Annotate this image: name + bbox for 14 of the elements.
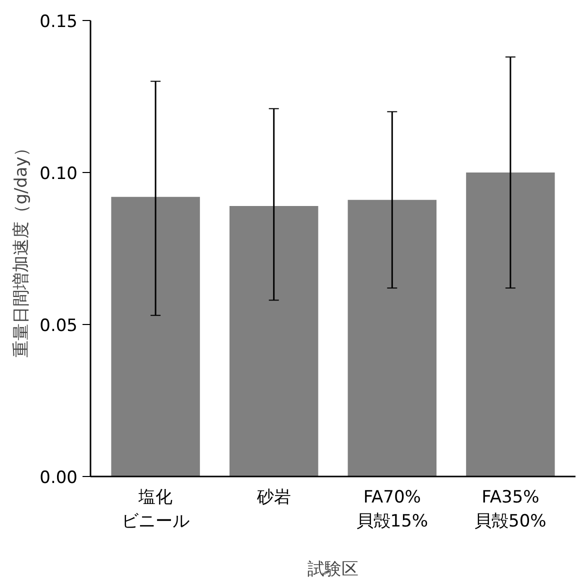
y-axis-title: 重量日間増加速度（g/day） — [12, 140, 32, 358]
x-axis-title: 試験区 — [308, 560, 358, 580]
y-tick-label: 0.15 — [40, 12, 78, 32]
y-tick-label: 0.10 — [40, 164, 78, 184]
bar — [348, 200, 437, 476]
x-tick-label: 塩化ビニール — [122, 488, 190, 532]
y-tick-label: 0.05 — [40, 316, 78, 336]
y-tick-label: 0.00 — [40, 468, 78, 488]
x-tick-label: FA35% 貝殻50% — [474, 488, 546, 532]
x-tick-label: FA70% 貝殻15% — [356, 488, 428, 532]
bar — [466, 172, 555, 476]
bar — [111, 196, 200, 476]
bar — [229, 206, 318, 476]
x-tick-label: 砂岩 — [256, 488, 291, 508]
